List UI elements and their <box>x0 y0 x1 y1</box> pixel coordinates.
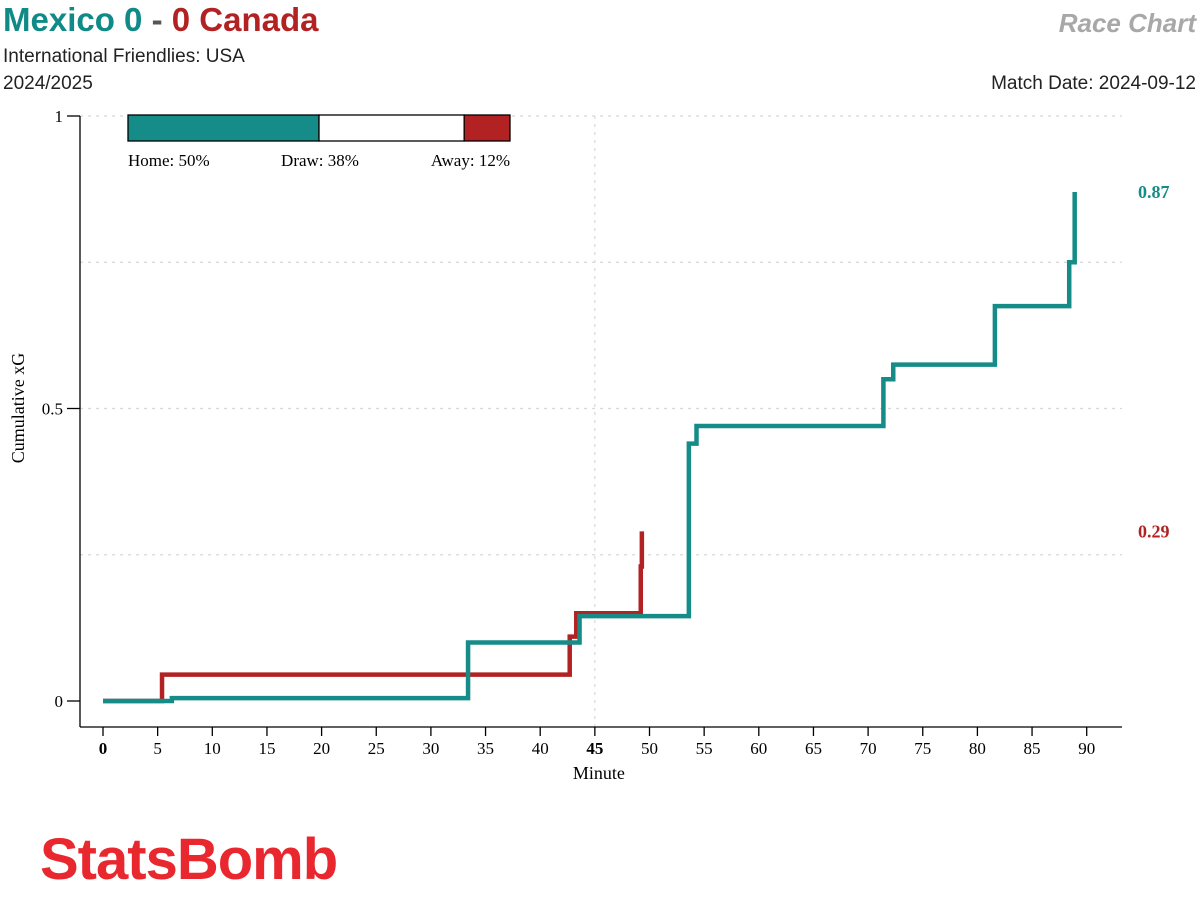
away-probability-label: Away: 12% <box>431 151 510 170</box>
x-tick-label: 40 <box>532 739 549 758</box>
y-axis-label: Cumulative xG <box>8 353 28 464</box>
y-tick-label: 0 <box>55 692 64 711</box>
x-tick-label: 65 <box>805 739 822 758</box>
series-line-canada <box>103 531 645 704</box>
x-tick-label: 20 <box>313 739 330 758</box>
x-tick-label: 15 <box>258 739 275 758</box>
x-tick-label: 90 <box>1078 739 1095 758</box>
home-team-name: Mexico <box>3 1 115 38</box>
chart-type-label: Race Chart <box>1058 8 1196 38</box>
x-tick-label: 45 <box>586 739 603 758</box>
home-probability-segment <box>127 114 320 142</box>
x-tick-label: 35 <box>477 739 494 758</box>
x-tick-label: 30 <box>422 739 439 758</box>
away-final-xg-label: 0.29 <box>1138 521 1170 541</box>
series-line-mexico <box>103 192 1077 704</box>
match-date: Match Date: 2024-09-12 <box>991 73 1196 94</box>
x-tick-label: 55 <box>696 739 713 758</box>
draw-probability-label: Draw: 38% <box>281 151 359 170</box>
away-probability-segment <box>463 114 511 142</box>
x-tick-label: 50 <box>641 739 658 758</box>
home-final-xg-label: 0.87 <box>1138 182 1170 202</box>
competition-name: International Friendlies: USA <box>3 46 245 67</box>
score-separator: - <box>151 1 163 38</box>
away-score: 0 <box>171 1 191 38</box>
x-axis-label: Minute <box>573 763 625 783</box>
y-tick-label: 1 <box>55 107 64 126</box>
x-tick-label: 10 <box>204 739 221 758</box>
x-tick-label: 75 <box>914 739 931 758</box>
x-tick-label: 0 <box>99 739 108 758</box>
home-probability-label: Home: 50% <box>128 151 210 170</box>
statsbomb-logo: StatsBomb <box>40 827 338 892</box>
away-team-name: Canada <box>199 1 319 38</box>
x-tick-label: 5 <box>153 739 162 758</box>
y-tick-label: 0.5 <box>42 400 63 419</box>
x-tick-label: 60 <box>750 739 767 758</box>
x-tick-label: 70 <box>860 739 877 758</box>
match-title: Mexico 0 - 0 Canada <box>3 0 319 40</box>
draw-probability-segment <box>318 114 465 142</box>
x-tick-label: 85 <box>1024 739 1041 758</box>
x-tick-label: 80 <box>969 739 986 758</box>
home-score: 0 <box>124 1 143 38</box>
x-tick-label: 25 <box>368 739 385 758</box>
season-label: 2024/2025 <box>3 73 93 94</box>
